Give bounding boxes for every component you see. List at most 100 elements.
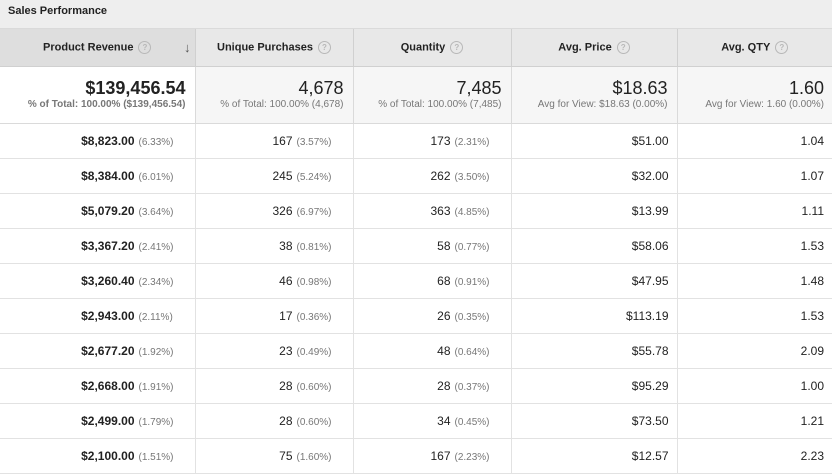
column-label: Avg. Price xyxy=(558,41,612,54)
avg-price-cell: $95.29 xyxy=(511,368,678,404)
product-revenue-percent: (1.92%) xyxy=(138,346,174,358)
total-value: 4,678 xyxy=(298,78,344,98)
help-icon[interactable]: ? xyxy=(775,40,789,54)
product-revenue-cell: $3,260.40 (2.34%) xyxy=(0,263,196,299)
unique-purchases-value: 75 xyxy=(279,448,293,463)
unique-purchases-cell: 75 (1.60%) xyxy=(195,438,354,474)
product-revenue-value: $8,384.00 xyxy=(81,168,135,183)
unique-purchases-value: 28 xyxy=(279,413,293,428)
unique-purchases-percent: (0.81%) xyxy=(296,241,332,253)
total-value: 7,485 xyxy=(456,78,502,98)
table-row: $5,079.20 (3.64%) 326 (6.97%) 363 (4.85%) $13.… xyxy=(0,193,832,229)
total-avg-price: $18.63 Avg for View: $18.63 (0.00%) xyxy=(511,66,678,124)
product-revenue-percent: (2.41%) xyxy=(138,241,174,253)
unique-purchases-value: 326 xyxy=(272,203,293,218)
quantity-cell: 26 (0.35%) xyxy=(353,298,512,334)
avg-price-cell: $51.00 xyxy=(511,123,678,159)
quantity-cell: 262 (3.50%) xyxy=(353,158,512,194)
header-row: Product Revenue? ↓ Unique Purchases? Qua… xyxy=(0,29,832,67)
avg-qty-cell: 1.11 xyxy=(677,193,832,229)
quantity-cell: 28 (0.37%) xyxy=(353,368,512,404)
unique-purchases-cell: 46 (0.98%) xyxy=(195,263,354,299)
quantity-cell: 34 (0.45%) xyxy=(353,403,512,439)
unique-purchases-value: 17 xyxy=(279,308,293,323)
quantity-value: 363 xyxy=(430,203,451,218)
unique-purchases-percent: (6.97%) xyxy=(296,206,332,218)
unique-purchases-percent: (0.36%) xyxy=(296,311,332,323)
unique-purchases-value: 38 xyxy=(279,238,293,253)
sort-descending-icon[interactable]: ↓ xyxy=(184,40,191,55)
unique-purchases-percent: (1.60%) xyxy=(296,451,332,463)
table-row: $2,677.20 (1.92%) 23 (0.49%) 48 (0.64%) $55.78… xyxy=(0,333,832,369)
quantity-value: 167 xyxy=(430,448,451,463)
quantity-percent: (0.77%) xyxy=(454,241,490,253)
product-revenue-cell: $2,100.00 (1.51%) xyxy=(0,438,196,474)
unique-purchases-cell: 17 (0.36%) xyxy=(195,298,354,334)
product-revenue-cell: $2,943.00 (2.11%) xyxy=(0,298,196,334)
total-value: $18.63 xyxy=(612,78,668,98)
avg-qty-cell: 1.48 xyxy=(677,263,832,299)
quantity-percent: (0.64%) xyxy=(454,346,490,358)
avg-qty-cell: 1.53 xyxy=(677,228,832,264)
quantity-percent: (2.31%) xyxy=(454,136,490,148)
column-label: Avg. QTY xyxy=(721,41,771,54)
unique-purchases-cell: 28 (0.60%) xyxy=(195,403,354,439)
total-subtext: % of Total: 100.00% ($139,456.54) xyxy=(27,99,186,110)
column-label: Product Revenue xyxy=(43,41,134,54)
total-avg-qty: 1.60 Avg for View: 1.60 (0.00%) xyxy=(677,66,832,124)
unique-purchases-value: 23 xyxy=(279,343,293,358)
quantity-value: 26 xyxy=(437,308,451,323)
unique-purchases-value: 167 xyxy=(272,133,293,148)
unique-purchases-percent: (3.57%) xyxy=(296,136,332,148)
table-row: $2,499.00 (1.79%) 28 (0.60%) 34 (0.45%) $73.50… xyxy=(0,403,832,439)
product-revenue-cell: $5,079.20 (3.64%) xyxy=(0,193,196,229)
product-revenue-percent: (3.64%) xyxy=(138,206,174,218)
quantity-percent: (3.50%) xyxy=(454,171,490,183)
unique-purchases-percent: (0.60%) xyxy=(296,416,332,428)
quantity-value: 58 xyxy=(437,238,451,253)
help-icon[interactable]: ? xyxy=(450,40,464,54)
total-subtext: Avg for View: $18.63 (0.00%) xyxy=(537,99,668,110)
table-row: $8,823.00 (6.33%) 167 (3.57%) 173 (2.31%) $51.… xyxy=(0,123,832,159)
unique-purchases-cell: 167 (3.57%) xyxy=(195,123,354,159)
unique-purchases-percent: (5.24%) xyxy=(296,171,332,183)
product-revenue-cell: $2,668.00 (1.91%) xyxy=(0,368,196,404)
total-subtext: Avg for View: 1.60 (0.00%) xyxy=(705,99,824,110)
unique-purchases-cell: 245 (5.24%) xyxy=(195,158,354,194)
avg-qty-cell: 1.00 xyxy=(677,368,832,404)
totals-row: $139,456.54 % of Total: 100.00% ($139,45… xyxy=(0,66,832,124)
table-row: $2,943.00 (2.11%) 17 (0.36%) 26 (0.35%) $113.1… xyxy=(0,298,832,334)
product-revenue-percent: (1.79%) xyxy=(138,416,174,428)
unique-purchases-cell: 23 (0.49%) xyxy=(195,333,354,369)
product-revenue-value: $2,677.20 xyxy=(81,343,135,358)
unique-purchases-value: 46 xyxy=(279,273,293,288)
avg-qty-cell: 2.23 xyxy=(677,438,832,474)
column-header-unique-purchases[interactable]: Unique Purchases? xyxy=(195,29,354,67)
avg-qty-cell: 2.09 xyxy=(677,333,832,369)
section-title: Sales Performance xyxy=(0,0,832,29)
unique-purchases-percent: (0.98%) xyxy=(296,276,332,288)
sales-performance-table: Product Revenue? ↓ Unique Purchases? Qua… xyxy=(0,29,832,474)
total-product-revenue: $139,456.54 % of Total: 100.00% ($139,45… xyxy=(0,66,196,124)
quantity-cell: 363 (4.85%) xyxy=(353,193,512,229)
quantity-value: 173 xyxy=(430,133,451,148)
product-revenue-value: $8,823.00 xyxy=(81,133,135,148)
total-value: 1.60 xyxy=(788,78,824,98)
quantity-value: 262 xyxy=(430,168,451,183)
table-row: $2,668.00 (1.91%) 28 (0.60%) 28 (0.37%) $95.29… xyxy=(0,368,832,404)
column-header-avg-price[interactable]: Avg. Price? xyxy=(511,29,678,67)
help-icon[interactable]: ? xyxy=(616,40,630,54)
product-revenue-value: $2,499.00 xyxy=(81,413,135,428)
help-icon[interactable]: ? xyxy=(138,40,152,54)
quantity-cell: 68 (0.91%) xyxy=(353,263,512,299)
column-header-quantity[interactable]: Quantity? xyxy=(353,29,512,67)
quantity-percent: (0.37%) xyxy=(454,381,490,393)
help-icon[interactable]: ? xyxy=(317,40,331,54)
product-revenue-value: $5,079.20 xyxy=(81,203,135,218)
column-header-avg-qty[interactable]: Avg. QTY? xyxy=(677,29,832,67)
product-revenue-percent: (6.01%) xyxy=(138,171,174,183)
table-row: $8,384.00 (6.01%) 245 (5.24%) 262 (3.50%) $32.… xyxy=(0,158,832,194)
unique-purchases-value: 28 xyxy=(279,378,293,393)
avg-price-cell: $13.99 xyxy=(511,193,678,229)
column-header-product-revenue[interactable]: Product Revenue? ↓ xyxy=(0,29,196,67)
